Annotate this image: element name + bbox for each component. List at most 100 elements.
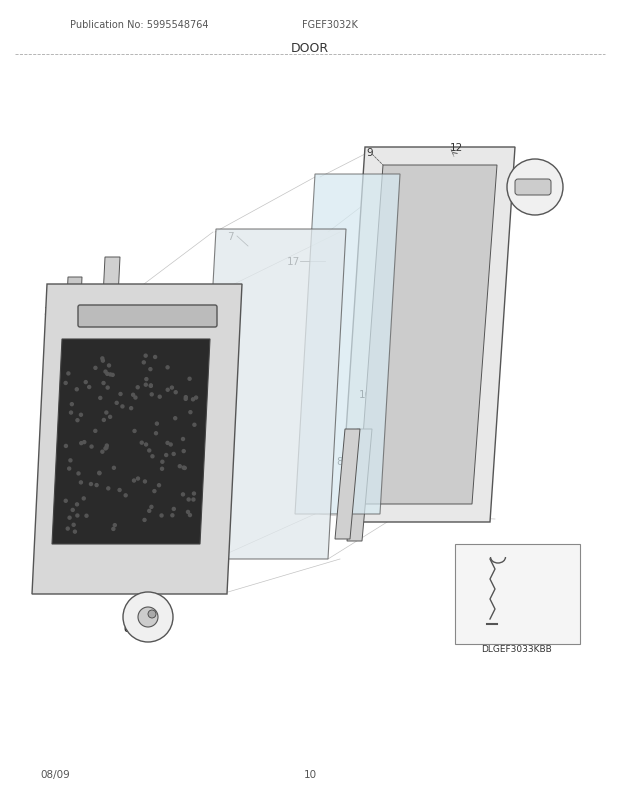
Circle shape xyxy=(157,484,161,487)
Circle shape xyxy=(149,384,153,387)
FancyBboxPatch shape xyxy=(515,180,551,196)
Circle shape xyxy=(123,592,173,642)
Circle shape xyxy=(165,454,167,457)
Circle shape xyxy=(150,393,153,396)
Polygon shape xyxy=(97,257,120,419)
Circle shape xyxy=(151,456,154,458)
Circle shape xyxy=(166,389,169,392)
Circle shape xyxy=(68,516,71,520)
Circle shape xyxy=(71,508,74,512)
Circle shape xyxy=(80,442,82,445)
Circle shape xyxy=(68,468,71,471)
Circle shape xyxy=(154,432,157,435)
Circle shape xyxy=(98,472,101,475)
Circle shape xyxy=(156,423,158,426)
Circle shape xyxy=(150,506,153,508)
Circle shape xyxy=(64,382,67,385)
Polygon shape xyxy=(32,285,242,594)
Circle shape xyxy=(109,374,112,376)
Polygon shape xyxy=(340,148,515,522)
Circle shape xyxy=(106,373,108,376)
Polygon shape xyxy=(198,229,346,559)
Circle shape xyxy=(160,514,163,517)
Circle shape xyxy=(87,386,91,389)
Circle shape xyxy=(79,481,82,484)
Circle shape xyxy=(66,528,69,530)
Text: 18: 18 xyxy=(510,553,524,562)
Circle shape xyxy=(64,500,67,503)
Text: 9: 9 xyxy=(366,148,373,158)
Circle shape xyxy=(112,528,115,531)
Polygon shape xyxy=(295,175,400,514)
Circle shape xyxy=(105,447,108,450)
FancyBboxPatch shape xyxy=(78,306,217,327)
Text: 12: 12 xyxy=(450,143,463,153)
Text: 23: 23 xyxy=(89,294,102,305)
Text: 3: 3 xyxy=(197,542,203,553)
Circle shape xyxy=(174,391,177,395)
Circle shape xyxy=(105,411,108,415)
Circle shape xyxy=(75,388,78,391)
Circle shape xyxy=(153,490,156,493)
Bar xyxy=(455,545,580,644)
Circle shape xyxy=(166,442,169,445)
Text: FGEF3032K: FGEF3032K xyxy=(302,20,358,30)
Circle shape xyxy=(195,396,198,399)
Circle shape xyxy=(174,417,177,420)
Circle shape xyxy=(192,492,195,496)
Circle shape xyxy=(69,411,73,415)
Circle shape xyxy=(102,382,105,385)
Circle shape xyxy=(134,396,137,399)
Circle shape xyxy=(102,419,105,422)
Circle shape xyxy=(70,403,73,406)
Circle shape xyxy=(83,441,86,444)
Circle shape xyxy=(108,416,112,419)
Circle shape xyxy=(188,378,191,381)
Circle shape xyxy=(99,397,102,400)
Circle shape xyxy=(73,530,76,533)
Circle shape xyxy=(169,444,172,447)
Circle shape xyxy=(184,467,186,470)
Circle shape xyxy=(138,607,158,627)
Circle shape xyxy=(95,484,98,487)
Circle shape xyxy=(189,411,192,414)
Circle shape xyxy=(124,494,127,497)
Circle shape xyxy=(89,483,92,486)
Circle shape xyxy=(64,445,68,448)
Circle shape xyxy=(154,356,157,359)
Circle shape xyxy=(145,378,148,381)
Text: 6: 6 xyxy=(188,317,195,326)
Circle shape xyxy=(187,498,190,501)
Circle shape xyxy=(121,406,124,408)
Circle shape xyxy=(172,453,175,456)
Circle shape xyxy=(166,367,169,370)
Text: 17: 17 xyxy=(286,257,299,267)
Circle shape xyxy=(76,514,79,517)
Circle shape xyxy=(84,381,87,384)
Circle shape xyxy=(101,358,104,360)
Circle shape xyxy=(188,514,192,517)
Circle shape xyxy=(119,393,122,396)
Bar xyxy=(155,322,170,339)
Circle shape xyxy=(133,480,136,483)
Circle shape xyxy=(130,407,133,410)
Circle shape xyxy=(184,396,187,399)
Polygon shape xyxy=(52,339,210,545)
Circle shape xyxy=(90,445,93,448)
Text: DOOR: DOOR xyxy=(291,42,329,55)
Text: Publication No: 5995548764: Publication No: 5995548764 xyxy=(70,20,208,30)
Circle shape xyxy=(149,368,152,371)
Circle shape xyxy=(144,354,147,358)
Circle shape xyxy=(187,511,190,514)
Circle shape xyxy=(104,448,107,451)
Circle shape xyxy=(136,477,140,480)
Text: 4: 4 xyxy=(64,539,71,549)
Circle shape xyxy=(143,362,145,364)
Circle shape xyxy=(112,467,115,470)
Text: 39: 39 xyxy=(43,306,56,317)
Circle shape xyxy=(94,367,97,370)
Circle shape xyxy=(69,460,72,462)
Circle shape xyxy=(77,472,80,476)
Circle shape xyxy=(179,465,181,468)
Circle shape xyxy=(107,488,110,490)
